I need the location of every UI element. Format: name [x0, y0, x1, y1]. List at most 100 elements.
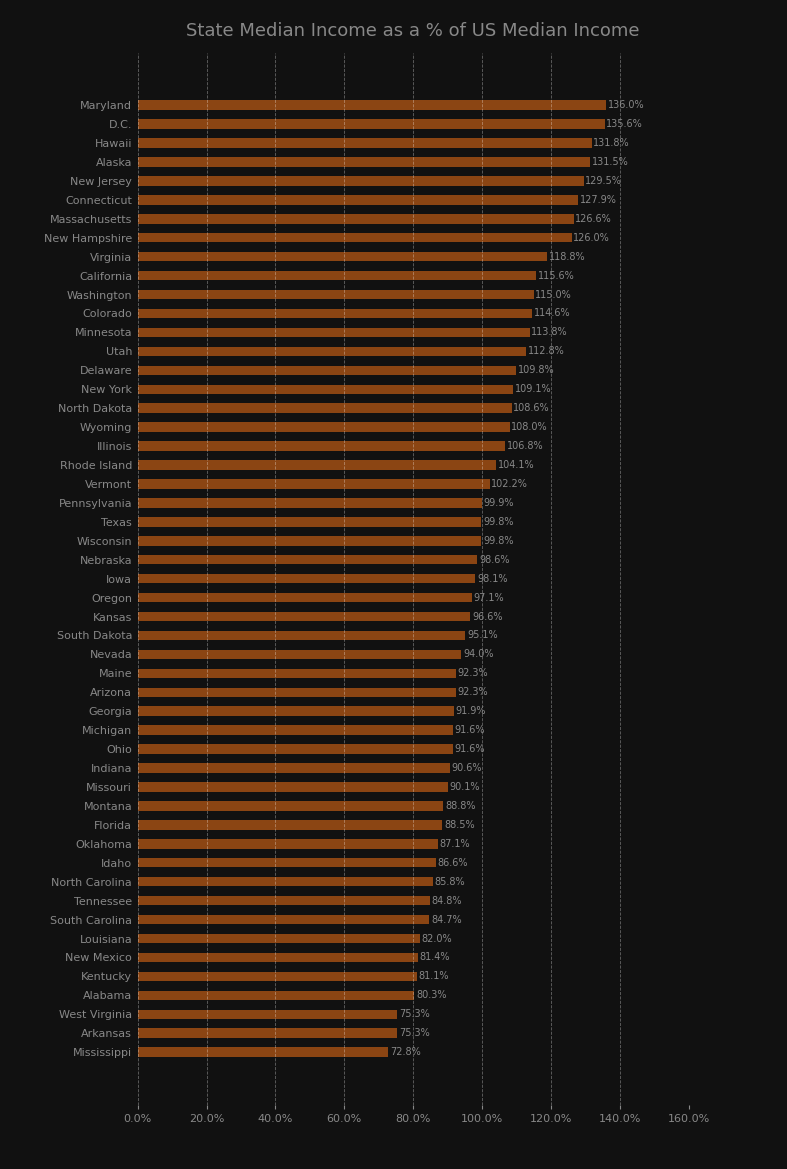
Text: 91.6%: 91.6% [455, 725, 486, 735]
Text: 98.1%: 98.1% [477, 574, 508, 583]
Bar [138, 498, 482, 507]
Bar [138, 650, 461, 659]
Text: 114.6%: 114.6% [534, 309, 571, 318]
Bar [138, 915, 430, 925]
Text: 112.8%: 112.8% [528, 346, 564, 357]
Text: 131.5%: 131.5% [592, 157, 629, 167]
Bar [138, 537, 482, 546]
Text: 90.6%: 90.6% [452, 763, 482, 773]
Text: 127.9%: 127.9% [580, 195, 617, 205]
Bar [138, 574, 475, 583]
Bar [138, 1029, 397, 1038]
Bar [138, 422, 510, 431]
Bar [138, 763, 449, 773]
Text: 99.8%: 99.8% [483, 517, 514, 527]
Text: 97.1%: 97.1% [474, 593, 504, 602]
Bar [138, 403, 512, 413]
Bar [138, 233, 571, 242]
Text: 106.8%: 106.8% [507, 441, 544, 451]
Bar [138, 385, 513, 394]
Bar [138, 214, 574, 223]
Text: 87.1%: 87.1% [439, 839, 470, 849]
Bar [138, 953, 418, 962]
Bar [138, 1010, 397, 1019]
Bar [138, 271, 536, 281]
Text: 99.9%: 99.9% [483, 498, 514, 507]
Bar [138, 801, 444, 810]
Bar [138, 877, 433, 886]
Bar [138, 895, 430, 905]
Text: 92.3%: 92.3% [457, 669, 488, 678]
Text: 82.0%: 82.0% [422, 934, 453, 943]
Bar [138, 366, 515, 375]
Text: 118.8%: 118.8% [549, 251, 585, 262]
Bar [138, 593, 472, 602]
Text: 94.0%: 94.0% [463, 650, 493, 659]
Bar [138, 990, 414, 999]
Bar [138, 726, 453, 735]
Bar [138, 327, 530, 337]
Bar [138, 687, 456, 697]
Text: 90.1%: 90.1% [449, 782, 480, 791]
Text: 72.8%: 72.8% [390, 1047, 421, 1057]
Bar [138, 934, 420, 943]
Text: 115.6%: 115.6% [538, 270, 575, 281]
Text: 92.3%: 92.3% [457, 687, 488, 697]
Text: 98.6%: 98.6% [479, 555, 509, 565]
Bar [138, 347, 527, 357]
Bar [138, 442, 505, 451]
Bar [138, 309, 532, 318]
Bar [138, 821, 442, 830]
Text: 95.1%: 95.1% [467, 630, 497, 641]
Text: 104.1%: 104.1% [498, 461, 534, 470]
Text: 81.4%: 81.4% [419, 953, 450, 962]
Text: 88.8%: 88.8% [445, 801, 475, 811]
Bar [138, 517, 482, 526]
Text: 113.8%: 113.8% [531, 327, 568, 338]
Bar [138, 195, 578, 205]
Text: 136.0%: 136.0% [608, 101, 645, 110]
Bar [138, 631, 465, 641]
Text: 102.2%: 102.2% [491, 479, 528, 489]
Text: 75.3%: 75.3% [399, 1029, 430, 1038]
Bar [138, 1047, 389, 1057]
Bar [138, 669, 456, 678]
Text: 96.6%: 96.6% [472, 611, 503, 622]
Bar [138, 479, 490, 489]
Bar [138, 158, 590, 167]
Bar [138, 611, 471, 621]
Bar [138, 138, 592, 147]
Text: 80.3%: 80.3% [416, 990, 446, 1001]
Bar [138, 461, 496, 470]
Bar [138, 706, 454, 715]
Text: 109.1%: 109.1% [515, 385, 552, 394]
Title: State Median Income as a % of US Median Income: State Median Income as a % of US Median … [187, 22, 640, 40]
Bar [138, 253, 547, 262]
Text: 84.7%: 84.7% [431, 914, 462, 925]
Text: 126.0%: 126.0% [573, 233, 610, 243]
Text: 108.6%: 108.6% [513, 403, 550, 413]
Text: 85.8%: 85.8% [435, 877, 465, 887]
Text: 88.5%: 88.5% [444, 819, 475, 830]
Text: 135.6%: 135.6% [606, 119, 643, 129]
Bar [138, 858, 436, 867]
Bar [138, 119, 604, 129]
Text: 84.8%: 84.8% [431, 895, 462, 906]
Text: 129.5%: 129.5% [586, 175, 623, 186]
Bar [138, 290, 534, 299]
Text: 108.0%: 108.0% [512, 422, 548, 433]
Text: 81.1%: 81.1% [419, 971, 449, 982]
Text: 91.6%: 91.6% [455, 745, 486, 754]
Text: 109.8%: 109.8% [518, 366, 554, 375]
Bar [138, 782, 448, 791]
Text: 115.0%: 115.0% [535, 290, 572, 299]
Text: 91.9%: 91.9% [456, 706, 486, 717]
Bar [138, 839, 438, 849]
Text: 131.8%: 131.8% [593, 138, 630, 148]
Bar [138, 101, 606, 110]
Bar [138, 177, 584, 186]
Text: 86.6%: 86.6% [438, 858, 468, 867]
Bar [138, 555, 477, 565]
Bar [138, 971, 417, 981]
Bar [138, 745, 453, 754]
